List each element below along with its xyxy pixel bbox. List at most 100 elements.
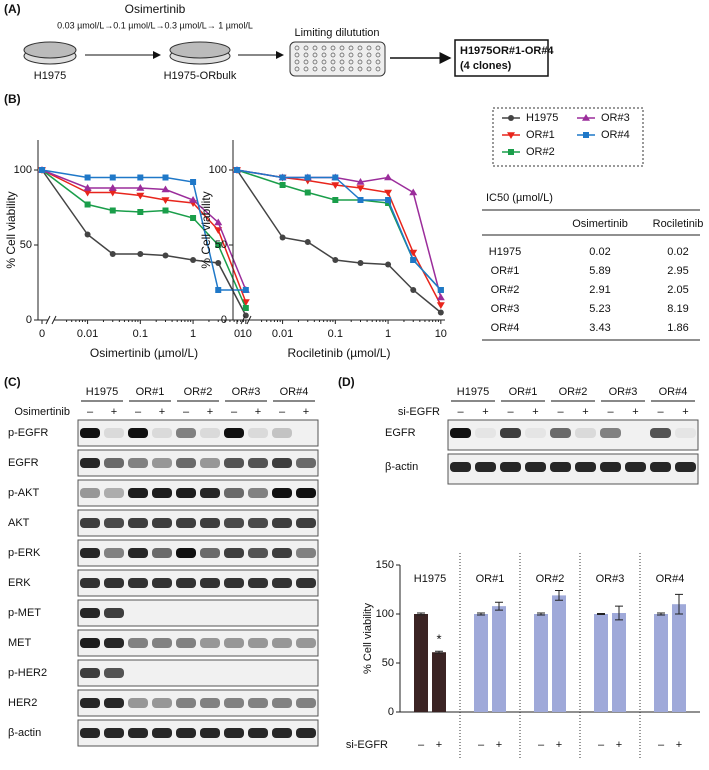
result-note: (4 clones) [460,60,512,72]
well [366,52,372,58]
legend-label: OR#2 [526,146,555,158]
lane-sign: – [183,406,190,418]
band [80,728,100,738]
error-bar [657,612,665,616]
band [104,428,124,438]
lane-group: H1975 [86,386,118,398]
data-point [436,302,445,309]
data-point [241,299,250,306]
well [375,52,381,58]
band [80,488,100,498]
band [200,728,220,738]
lane-sign: – [135,406,142,418]
lane-sign: + [532,406,538,418]
blot-label: AKT [8,517,30,529]
x-tick-label: + [616,739,622,751]
data-point [108,184,117,191]
data-point [279,234,286,241]
band [152,488,172,498]
legend-label: OR#3 [601,112,630,124]
data-point [356,185,365,192]
legend-label: H1975 [526,112,558,124]
band [128,578,148,588]
band [128,668,148,678]
well [375,45,381,51]
band [272,608,292,618]
band [104,548,124,558]
well [303,59,309,65]
data-point [83,189,92,197]
band [176,518,196,528]
data-point [84,174,91,181]
band [176,638,196,648]
well [348,52,354,58]
bar [594,614,608,712]
band [200,698,220,708]
table-header: Osimertinib [572,218,628,230]
well [303,45,309,51]
band [575,462,596,472]
data-point [385,261,392,268]
category-label: OR#2 [536,573,565,585]
y-tick-label: 100 [209,164,227,176]
table-header: Rociletinib [653,218,704,230]
y-tick-label: 100 [376,608,394,620]
x-tick-label: 0 [39,328,45,340]
band [272,548,292,558]
error-bar [435,650,443,654]
dish [169,41,231,65]
band [200,548,220,558]
well [321,52,327,58]
data-point [161,197,170,204]
lane-sign: + [632,406,638,418]
lane-sign: + [159,406,165,418]
legend-marker [583,132,589,138]
band [296,488,316,498]
table-cell: 2.91 [589,284,610,296]
data-point [436,293,445,301]
x-tick-label: 10 [240,328,252,340]
band [650,428,671,438]
axis-break [45,315,57,325]
bar [612,613,626,712]
band [176,698,196,708]
band [104,458,124,468]
data-point [136,192,145,200]
band [104,668,124,678]
category-label: OR#4 [656,573,685,585]
well [357,66,363,72]
band [176,578,196,588]
data-point [84,201,91,208]
bar [414,614,428,712]
blot-label: ERK [8,577,31,589]
band [675,428,696,438]
well [294,45,300,51]
band [176,548,196,558]
well [339,45,345,51]
band [128,488,148,498]
lane-group: OR#3 [232,386,261,398]
data-point [385,197,392,203]
band [248,698,268,708]
x-tick-label: 1 [190,328,196,340]
band [80,428,100,438]
dish [23,41,77,65]
lane-sign: + [582,406,588,418]
curve [41,169,247,316]
parent-line: H1975 [34,70,66,82]
data-point [162,207,169,214]
lane-group: OR#1 [509,386,538,398]
band [152,638,172,648]
data-point [215,242,222,248]
blot-label: p-MET [8,607,41,619]
blot-label: β-actin [8,727,41,739]
error-bar [495,601,503,611]
table-cell: OR#4 [491,322,520,334]
band [80,638,100,648]
table-title: IC50 (µmol/L) [486,192,553,204]
error-bar [597,613,605,615]
x-tick-label: + [496,739,502,751]
result-box [454,39,549,77]
panel-label: (A) [4,2,21,16]
category-label: H1975 [414,573,446,585]
